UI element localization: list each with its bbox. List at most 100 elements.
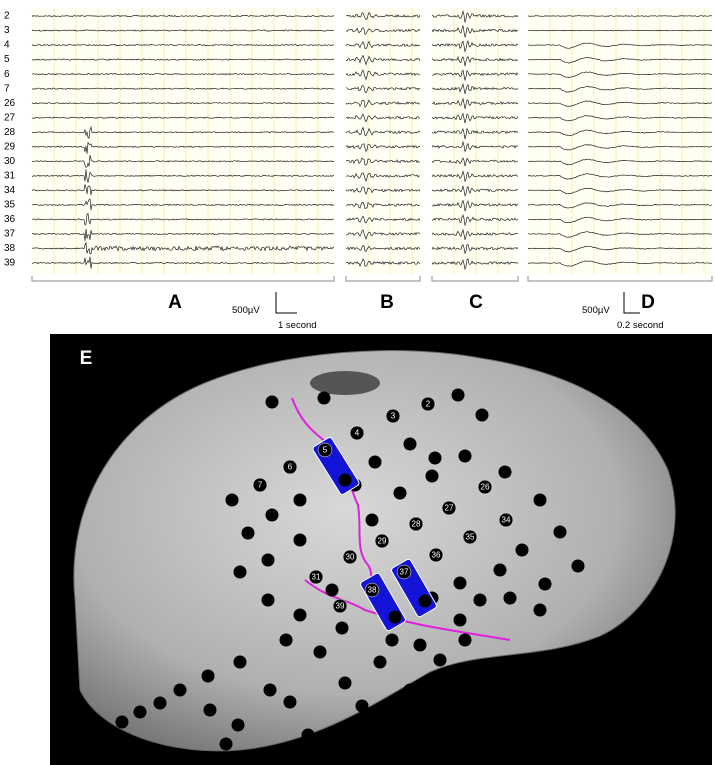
- scale-bar: [276, 292, 297, 313]
- electrode-label: 30: [346, 553, 355, 562]
- electrode: [539, 578, 552, 591]
- panel-label: A: [168, 292, 182, 313]
- electrode: [499, 466, 512, 479]
- channel-label: 31: [4, 170, 16, 181]
- electrode: [534, 494, 547, 507]
- electrode: [554, 526, 567, 539]
- electrode: [452, 389, 465, 402]
- electrode: [394, 716, 407, 729]
- channel-label: 38: [4, 243, 16, 254]
- panel-label: B: [380, 292, 394, 313]
- electrode: [264, 684, 277, 697]
- electrode-label: 28: [412, 520, 421, 529]
- electrode: [369, 456, 382, 469]
- brain-panel: E 234567262728293031343536373839: [50, 334, 712, 765]
- electrode: [294, 609, 307, 622]
- electrode: [294, 494, 307, 507]
- electrode: [366, 514, 379, 527]
- channel-label: 27: [4, 112, 16, 123]
- electrode: [242, 527, 255, 540]
- electrode: [302, 729, 315, 742]
- electrode-label: 6: [288, 463, 293, 472]
- electrode: [202, 670, 215, 683]
- scale-time: 0.2 second: [617, 320, 663, 331]
- electrode: [116, 716, 129, 729]
- channel-label: 3: [4, 25, 10, 36]
- channel-label: 6: [4, 69, 10, 80]
- electrode: [572, 560, 585, 573]
- electrode: [429, 452, 442, 465]
- channel-label: 5: [4, 54, 10, 65]
- electrode-label: 38: [368, 586, 377, 595]
- electrode-label: 37: [400, 568, 409, 577]
- electrode-label: 39: [336, 602, 345, 611]
- electrode: [356, 700, 369, 713]
- electrode: [294, 534, 307, 547]
- electrode: [459, 450, 472, 463]
- electrode-label: 3: [391, 412, 396, 421]
- channel-label: 39: [4, 258, 16, 269]
- electrode: [459, 634, 472, 647]
- electrode: [154, 697, 167, 710]
- channel-label: 34: [4, 185, 16, 196]
- electrode: [504, 592, 517, 605]
- electrode: [414, 639, 427, 652]
- electrode: [386, 634, 399, 647]
- electrode: [232, 719, 245, 732]
- electrode: [494, 564, 507, 577]
- electrode: [174, 684, 187, 697]
- electrode: [234, 656, 247, 669]
- electrode-label: 7: [258, 481, 263, 490]
- electrode: [339, 474, 352, 487]
- electrode: [516, 544, 529, 557]
- electrode: [314, 646, 327, 659]
- electrode: [280, 634, 293, 647]
- panel-label: E: [80, 348, 93, 369]
- electrode: [220, 738, 233, 751]
- scale-bar: [624, 292, 640, 313]
- electrode: [394, 487, 407, 500]
- electrode: [262, 594, 275, 607]
- electrode-label: 4: [355, 429, 360, 438]
- electrode-label: 35: [466, 533, 475, 542]
- electrode: [474, 594, 487, 607]
- channel-label: 4: [4, 40, 10, 51]
- electrode: [454, 614, 467, 627]
- electrode: [326, 584, 339, 597]
- electrode-label: 36: [432, 551, 441, 560]
- panel-label: D: [641, 292, 655, 313]
- electrode-label: 27: [445, 504, 454, 513]
- electrode: [374, 656, 387, 669]
- electrode: [339, 677, 352, 690]
- electrode: [404, 438, 417, 451]
- electrode-label: 34: [502, 516, 511, 525]
- electrode: [346, 729, 359, 742]
- sulcus: [310, 371, 380, 395]
- electrode-label: 2: [426, 400, 431, 409]
- scale-time: 1 second: [278, 320, 317, 331]
- figure: A B C D 500µV 1 second 500µV 0.2 second …: [0, 0, 715, 765]
- electrode-label: 5: [323, 446, 328, 455]
- channel-label: 37: [4, 229, 16, 240]
- channel-label: 36: [4, 214, 16, 225]
- electrode: [266, 509, 279, 522]
- channel-label: 29: [4, 141, 16, 152]
- electrode: [534, 604, 547, 617]
- electrode: [262, 554, 275, 567]
- electrode: [419, 595, 432, 608]
- electrode-label: 31: [312, 573, 321, 582]
- electrode: [454, 577, 467, 590]
- electrode-label: 29: [378, 537, 387, 546]
- eeg-panel: A B C D 500µV 1 second 500µV 0.2 second …: [4, 8, 712, 331]
- electrode: [234, 566, 247, 579]
- channel-label: 35: [4, 200, 16, 211]
- electrode: [426, 470, 439, 483]
- scale-amplitude: 500µV: [582, 305, 610, 316]
- channel-label: 2: [4, 11, 10, 22]
- electrode: [284, 696, 297, 709]
- channel-label: 7: [4, 83, 10, 94]
- electrode: [336, 622, 349, 635]
- electrode: [389, 611, 402, 624]
- electrode: [204, 704, 217, 717]
- channel-label: 30: [4, 156, 16, 167]
